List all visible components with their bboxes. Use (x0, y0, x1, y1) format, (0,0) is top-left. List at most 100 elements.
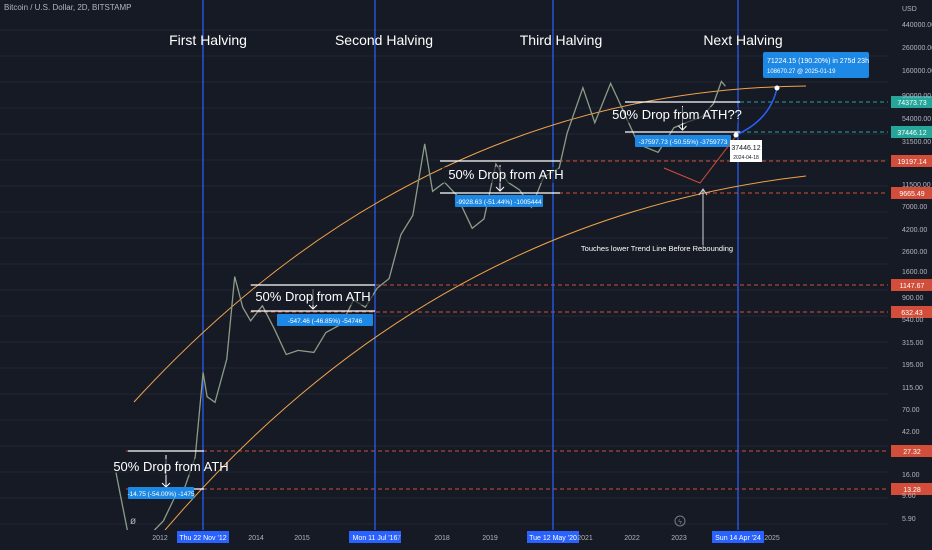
x-tick-label: 2019 (482, 535, 498, 542)
halving-label: Next Halving (703, 32, 782, 48)
x-tick-label: Mon 11 Jul '16 (353, 535, 398, 542)
drop-stat: -9928.63 (-51.44%) -1005444 (456, 199, 542, 206)
x-tick-label: 2022 (624, 535, 640, 542)
x-tick-label: Tue 12 May '20 (529, 535, 577, 542)
price-level-tag (891, 483, 932, 495)
y-tick-label: 4200.00 (902, 227, 927, 234)
price-level-label: 632.43 (901, 310, 923, 317)
price-level-tag (891, 155, 932, 167)
lower-trend-line (149, 175, 807, 549)
y-tick-label: 1600.00 (902, 269, 927, 276)
x-halving-tag (527, 531, 579, 543)
x-halving-tag (177, 531, 229, 543)
price-level-tag (891, 187, 932, 199)
drop-label-bg (130, 459, 202, 475)
x-tick-label: 2018 (434, 535, 450, 542)
price-level-label: 37446.12 (897, 130, 926, 137)
crosshair-point (733, 132, 739, 138)
drop-stat-box (635, 135, 731, 147)
crosshair-price: 37446.12 (731, 145, 760, 152)
x-axis-bg (0, 530, 932, 550)
trend-note: Touches lower Trend Line Before Reboundi… (581, 244, 733, 253)
x-tick-label: 2025 (764, 535, 780, 542)
y-tick-label: 16.00 (902, 472, 920, 479)
crosshair-box (730, 140, 762, 162)
halving-label: Second Halving (335, 32, 433, 48)
halving-label: First Halving (169, 32, 247, 48)
x-tick-label: Sun 14 Apr '24 (715, 535, 761, 542)
drop-stat: -14.75 (-54.00%) -1475 (127, 491, 195, 498)
projection-box (763, 52, 869, 78)
price-level-label: 74373.73 (897, 100, 926, 107)
drop-stat-box (455, 195, 543, 207)
x-halving-tag (712, 531, 764, 543)
drop-arrow-head (495, 186, 505, 192)
y-tick-label: 7000.00 (902, 204, 927, 211)
halving-label: Third Halving (520, 32, 602, 48)
x-tick-label: Thu 22 Nov '12 (179, 535, 226, 542)
price-level-tag (891, 279, 932, 291)
x-tick-label: 2012 (152, 535, 168, 542)
drop-stat: -37597.73 (-50.55%) -3759773 (639, 139, 728, 146)
drop-label: 50% Drop from ATH (448, 167, 563, 182)
x-tick-label: 2023 (671, 535, 687, 542)
y-tick-label: 9.60 (902, 493, 916, 500)
drop-arrow-head (678, 125, 687, 131)
price-level-label: 27.32 (903, 449, 921, 456)
lightning-icon (674, 515, 686, 527)
x-tick-label: 2015 (294, 535, 310, 542)
x-tick-label: 2021 (577, 535, 593, 542)
y-tick-label: 540.00 (902, 317, 924, 324)
tradingview-logo-icon: ø (130, 516, 136, 527)
y-tick-label: 11500.00 (902, 182, 931, 189)
x-tick-label: 7 (397, 535, 401, 542)
drop-label: 50% Drop from ATH (113, 459, 228, 474)
drop-label: 50% Drop from ATH?? (612, 107, 742, 122)
y-tick-label: 5.90 (902, 516, 916, 523)
price-level-label: 13.28 (903, 487, 921, 494)
y-tick-label: 90000.00 (902, 93, 931, 100)
drop-stat-box (128, 487, 194, 499)
y-tick-label: 70.00 (902, 407, 920, 414)
chart-title: Bitcoin / U.S. Dollar, 2D, BITSTAMP (4, 3, 132, 12)
drop-stat-box (277, 314, 373, 326)
y-tick-label: 31500.00 (902, 139, 931, 146)
price-level-label: 9665.49 (899, 191, 924, 198)
drop-label-bg (627, 107, 738, 123)
projection-curve (735, 87, 778, 136)
price-level-tag (891, 306, 932, 318)
y-tick-label: 160000.00 (902, 68, 932, 75)
y-tick-label: 900.00 (902, 295, 924, 302)
y-tick-label: USD (902, 6, 917, 13)
y-tick-label: 315.00 (902, 340, 924, 347)
price-line (115, 80, 726, 539)
x-tick-label: 2014 (248, 535, 264, 542)
recovery-path (663, 135, 737, 184)
drop-label-bg (253, 289, 373, 305)
projection-line1: 71224.15 (190.20%) in 275d 23h (767, 58, 869, 65)
price-level-tag (891, 445, 932, 457)
projection-point (774, 85, 780, 91)
price-level-label: 1147.67 (900, 283, 925, 290)
crosshair-date: 2024-04-18 (733, 155, 759, 161)
y-tick-label: 115.00 (902, 385, 923, 392)
y-tick-label: 260000.00 (902, 45, 932, 52)
y-tick-label: 440000.00 (902, 22, 932, 29)
projection-line2: 108670.27 @ 2025-01-19 (767, 69, 836, 75)
drop-stat: -547.46 (-46.85%) -54746 (288, 318, 363, 325)
trend-note-arrow-head (698, 188, 708, 196)
price-level-tag (891, 126, 932, 138)
drop-label: 50% Drop from ATH (255, 289, 370, 304)
y-tick-label: 54000.00 (902, 116, 931, 123)
lightning-glyph: ϟ (678, 519, 682, 526)
drop-label-bg (442, 167, 558, 183)
price-level-tag (891, 96, 932, 108)
price-level-label: 19197.14 (897, 159, 926, 166)
y-tick-label: 2600.00 (902, 249, 927, 256)
y-tick-label: 195.00 (902, 362, 924, 369)
y-tick-label: 42.00 (902, 429, 920, 436)
drop-arrow-head (308, 304, 318, 310)
x-halving-tag (349, 531, 401, 543)
